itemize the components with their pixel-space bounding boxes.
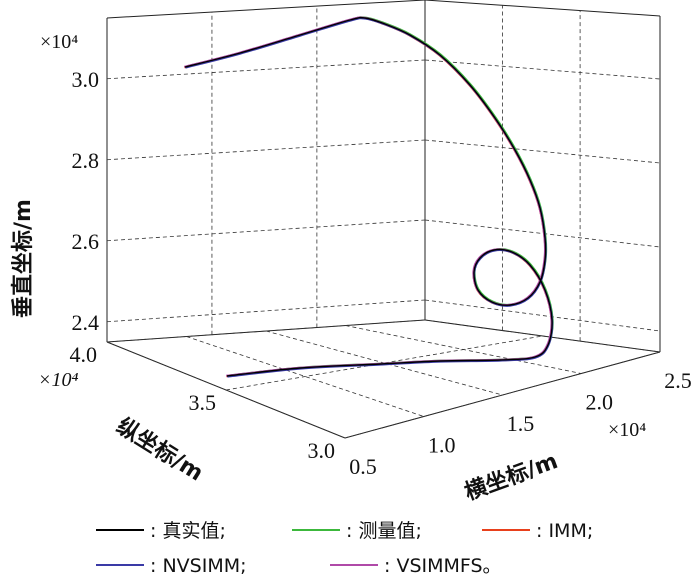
y-tick-label: 4.0: [70, 342, 98, 367]
series-imm: [184, 17, 553, 378]
x-axis-label: 横坐标/m: [461, 448, 561, 506]
grid-line-z: [106, 59, 426, 80]
series-lines: [184, 16, 554, 378]
series-vsimmfs: [184, 16, 553, 377]
legend-label-imm: : IMM;: [536, 520, 593, 542]
grid-line-y: [225, 335, 543, 391]
z-tick-label: 2.6: [72, 229, 100, 254]
grid-line-z: [424, 139, 661, 164]
box-edge: [106, 0, 426, 19]
grid-lines: [106, 5, 661, 439]
box-edge: [424, 0, 661, 17]
grid-line-z: [424, 299, 661, 332]
y-axis-label: 纵坐标/m: [112, 413, 208, 486]
grid-line-z: [424, 219, 661, 248]
legend: : 真实值; : 测量值; : IMM; : NVSIMM; : VSIMMFS…: [96, 520, 593, 577]
legend-label-true: : 真实值;: [150, 520, 226, 542]
grid-line-x: [424, 319, 661, 353]
z-axis-label: 垂直坐标/m: [10, 199, 36, 318]
y-axis-multiplier: ×10⁴: [38, 369, 78, 391]
y-tick-label: 3.0: [308, 438, 336, 463]
grid-line-x: [106, 341, 346, 439]
tick-labels: 2.4 2.6 2.8 3.0 3.0 3.5 4.0 0.5 1.0 1.5 2.0 2.5: [70, 67, 692, 479]
z-tick-label: 2.8: [72, 148, 100, 173]
z-tick-label: 3.0: [72, 67, 100, 92]
legend-label-nvsimm: : NVSIMM;: [150, 555, 247, 577]
grid-line-z: [106, 299, 426, 323]
series-true: [184, 16, 553, 377]
z-axis-multiplier: ×10⁴: [40, 31, 78, 53]
series-nvsimm: [185, 17, 554, 378]
x-tick-label: 1.0: [428, 433, 456, 458]
z-tick-label: 2.4: [72, 310, 100, 335]
x-axis-multiplier: ×10⁴: [608, 419, 646, 441]
grid-line-x: [345, 325, 582, 374]
legend-label-measured: : 测量值;: [346, 520, 422, 542]
x-tick-label: 0.5: [349, 454, 377, 479]
grid-line-z: [424, 59, 661, 80]
legend-label-vsimmfs: : VSIMMFS。: [384, 555, 502, 577]
y-tick-label: 3.5: [189, 390, 217, 415]
grid-line-z: [106, 219, 426, 242]
x-tick-label: 2.5: [664, 368, 692, 393]
grid-line-z: [106, 139, 426, 161]
x-tick-label: 1.5: [507, 411, 535, 436]
x-tick-label: 2.0: [586, 390, 614, 415]
